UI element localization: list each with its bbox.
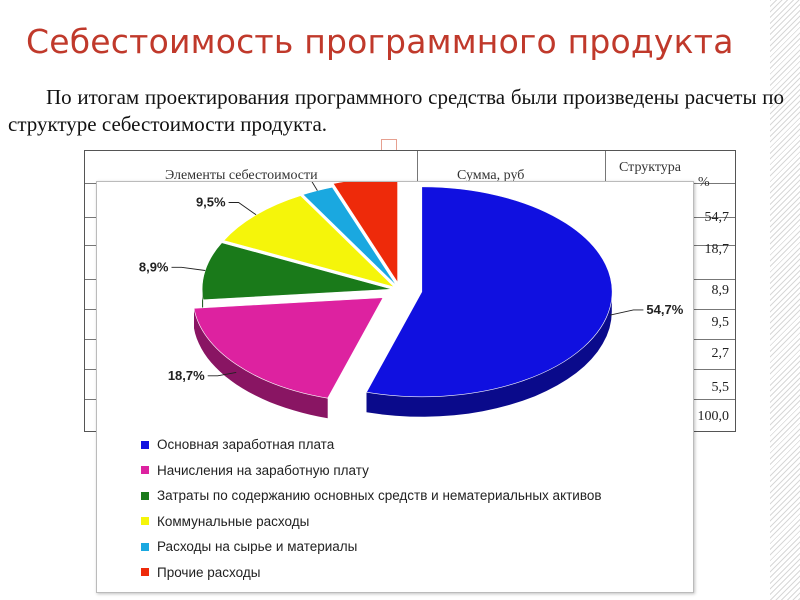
pie-label-main-salary: 54,7% bbox=[646, 302, 683, 317]
table-value: 100,0 bbox=[697, 409, 730, 424]
pie-label-salary-charges: 18,7% bbox=[168, 368, 205, 383]
legend-item-other: Прочие расходы bbox=[141, 560, 602, 586]
legend-swatch bbox=[141, 440, 149, 449]
legend-item-main-salary: Основная заработная плата bbox=[141, 432, 602, 458]
legend-item-raw-materials: Расходы на сырье и материалы bbox=[141, 534, 602, 560]
leader-line-raw-materials bbox=[311, 182, 318, 191]
table-value: 18,7 bbox=[704, 242, 730, 257]
legend-label: Основная заработная плата bbox=[157, 437, 335, 453]
pie-label-asset-maintenance: 8,9% bbox=[139, 259, 169, 274]
legend-swatch bbox=[141, 542, 149, 551]
table-header-percent: , % bbox=[691, 175, 710, 190]
legend-item-salary-charges: Начисления на заработную плату bbox=[141, 458, 602, 484]
leader-line-utilities bbox=[228, 202, 257, 216]
legend-label: Затраты по содержанию основных средств и… bbox=[157, 488, 602, 504]
table-value: 2,7 bbox=[711, 346, 730, 361]
table-header-elements: Элементы себестоимости bbox=[165, 168, 318, 183]
pie-label-utilities: 9,5% bbox=[196, 195, 226, 210]
pie-slice-salary-charges bbox=[193, 297, 384, 399]
legend-label: Прочие расходы bbox=[157, 564, 261, 580]
table-value: 5,5 bbox=[711, 380, 730, 395]
table-header-sum: Сумма, руб bbox=[457, 168, 525, 183]
table-value: 8,9 bbox=[711, 283, 730, 298]
legend-label: Расходы на сырье и материалы bbox=[157, 539, 358, 555]
pie-slice-main-salary bbox=[366, 186, 613, 398]
table-value: 9,5 bbox=[711, 315, 730, 330]
legend-item-asset-maintenance: Затраты по содержанию основных средств и… bbox=[141, 483, 602, 509]
intro-paragraph: По итогам проектирования программного ср… bbox=[8, 85, 784, 136]
decorative-stripes bbox=[770, 0, 800, 600]
leader-line-salary-charges bbox=[207, 371, 237, 377]
table-header-structure: Структура bbox=[619, 160, 682, 175]
leader-line-asset-maintenance bbox=[171, 266, 206, 271]
pie-chart: 54,7%18,7%8,9%9,5%2,7%5,5% bbox=[139, 182, 684, 419]
pie-slice-other bbox=[332, 182, 398, 284]
page-title: Себестоимость программного продукта bbox=[26, 22, 734, 61]
legend-item-utilities: Коммунальные расходы bbox=[141, 509, 602, 535]
pie-slice-utilities bbox=[223, 195, 396, 288]
legend-label: Начисления на заработную плату bbox=[157, 462, 369, 478]
legend-swatch bbox=[141, 491, 149, 500]
legend-swatch bbox=[141, 517, 149, 526]
legend-swatch bbox=[141, 568, 149, 577]
legend-swatch bbox=[141, 466, 149, 475]
chart-legend: Основная заработная плата Начисления на з… bbox=[141, 432, 602, 585]
table-value: 54,7 bbox=[704, 210, 730, 225]
legend-label: Коммунальные расходы bbox=[157, 513, 310, 529]
leader-line-main-salary bbox=[609, 309, 644, 316]
pie-slice-side-main-salary bbox=[366, 291, 612, 417]
pie-chart-panel: 54,7%18,7%8,9%9,5%2,7%5,5% Основная зара… bbox=[96, 181, 694, 593]
